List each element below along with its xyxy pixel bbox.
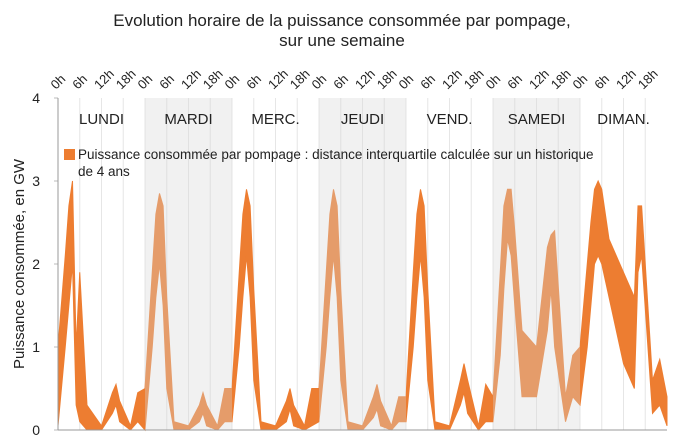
x-tick-label: 12h xyxy=(178,66,204,92)
day-shade xyxy=(493,98,580,430)
y-tick-label: 3 xyxy=(32,173,40,189)
x-tick-label: 18h xyxy=(287,66,313,92)
x-tick-label: 12h xyxy=(91,66,117,92)
day-shade xyxy=(319,98,406,430)
legend-label: Puissance consommée par pompage : distan… xyxy=(78,147,594,179)
y-axis-label: Puissance consommée, en GW xyxy=(11,158,28,369)
x-tick-label: 12h xyxy=(265,66,291,92)
x-tick-label: 18h xyxy=(461,66,487,92)
x-tick-label: 12h xyxy=(613,66,639,92)
day-label: SAMEDI xyxy=(508,111,566,128)
day-label: LUNDI xyxy=(79,111,124,128)
x-tick-label: 18h xyxy=(200,66,226,92)
x-tick-label: 18h xyxy=(374,66,400,92)
x-tick-label: 0h xyxy=(48,71,69,92)
y-tick-label: 0 xyxy=(32,422,40,438)
y-tick-label: 2 xyxy=(32,256,40,272)
x-tick-label: 6h xyxy=(69,71,90,92)
x-tick-label: 6h xyxy=(156,71,177,92)
day-shade xyxy=(145,98,232,430)
x-tick-label: 0h xyxy=(135,71,156,92)
day-label: VEND. xyxy=(427,111,473,128)
day-label: DIMAN. xyxy=(597,111,650,128)
x-tick-label: 18h xyxy=(113,66,139,92)
chart-title: Evolution horaire de la puissance consom… xyxy=(113,11,570,30)
x-tick-label: 0h xyxy=(222,71,243,92)
x-tick-label: 0h xyxy=(483,71,504,92)
x-tick-label: 6h xyxy=(330,71,351,92)
x-tick-label: 12h xyxy=(352,66,378,92)
x-tick-label: 12h xyxy=(526,66,552,92)
y-tick-label: 4 xyxy=(32,90,40,106)
chart-title: sur une semaine xyxy=(279,31,405,50)
y-tick-label: 1 xyxy=(32,339,40,355)
x-tick-label: 0h xyxy=(309,71,330,92)
x-tick-label: 0h xyxy=(396,71,417,92)
x-tick-label: 6h xyxy=(243,71,264,92)
iqr-band xyxy=(57,179,668,432)
day-label: JEUDI xyxy=(341,111,384,128)
day-label: MERC. xyxy=(251,111,299,128)
day-label: MARDI xyxy=(164,111,212,128)
x-tick-label: 0h xyxy=(570,71,591,92)
x-tick-label: 18h xyxy=(635,66,661,92)
x-tick-label: 12h xyxy=(439,66,465,92)
legend-swatch xyxy=(64,149,75,160)
legend: Puissance consommée par pompage : distan… xyxy=(64,146,598,180)
x-tick-label: 6h xyxy=(504,71,525,92)
x-tick-label: 6h xyxy=(591,71,612,92)
x-tick-label: 18h xyxy=(548,66,574,92)
x-tick-label: 6h xyxy=(417,71,438,92)
